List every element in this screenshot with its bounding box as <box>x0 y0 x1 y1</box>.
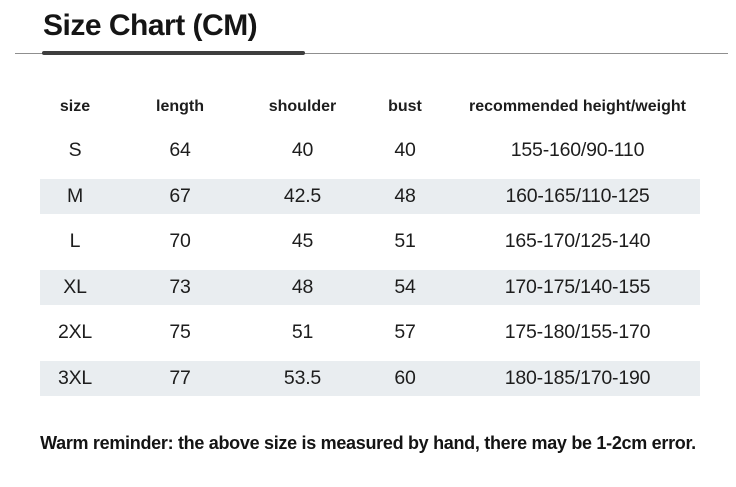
table-cell: 75 <box>169 321 191 344</box>
column-header: bust <box>388 98 422 115</box>
table-cell: 42.5 <box>283 184 322 207</box>
table-cell: 64 <box>169 139 191 162</box>
table-cell: 48 <box>291 275 314 298</box>
table-header-row: size length shoulder bust recommended height… <box>40 86 700 128</box>
table-cell: 40 <box>291 139 314 162</box>
column-header: size <box>59 98 91 115</box>
table-cell: XL <box>63 275 87 298</box>
table-row: 3XL 77 53.5 60 180-185/170-190 <box>40 355 700 401</box>
table-cell: 3XL <box>57 366 93 389</box>
table-cell: 51 <box>394 230 416 253</box>
size-table: size length shoulder bust recommended height… <box>40 86 700 401</box>
table-cell: S <box>68 139 82 162</box>
table-cell: 155-160/90-110 <box>510 139 645 162</box>
table-cell: 77 <box>169 366 191 389</box>
footer-note: Warm reminder: the above size is measure… <box>40 433 696 453</box>
table-cell: 57 <box>394 321 416 344</box>
table-cell: 45 <box>291 230 314 253</box>
column-header: length <box>156 98 204 115</box>
page-title: Size Chart (CM) <box>43 9 258 42</box>
table-row: L 70 45 51 165-170/125-140 <box>40 219 700 265</box>
table-cell: 40 <box>394 139 416 162</box>
table-row: M 67 42.5 48 160-165/110-125 <box>40 173 700 219</box>
size-table-body: S 64 40 40 155-160/90-110 M 67 42.5 48 160-165/11… <box>40 128 700 401</box>
column-header: recommended height/weight <box>469 98 686 115</box>
table-cell: 60 <box>394 366 416 389</box>
table-cell: 2XL <box>57 321 93 344</box>
table-cell: 165-170/125-140 <box>504 230 651 253</box>
table-cell: 70 <box>169 230 191 253</box>
table-cell: L <box>69 230 81 253</box>
table-cell: 180-185/170-190 <box>504 366 651 389</box>
table-cell: 175-180/155-170 <box>504 321 651 344</box>
table-cell: 73 <box>169 275 191 298</box>
table-cell: M <box>66 184 84 207</box>
table-cell: 53.5 <box>283 366 322 389</box>
table-cell: 48 <box>394 184 416 207</box>
table-cell: 160-165/110-125 <box>505 184 650 207</box>
table-cell: 54 <box>394 275 416 298</box>
title-underline-thin <box>15 53 728 54</box>
table-row: XL 73 48 54 170-175/140-155 <box>40 264 700 310</box>
title-underline-thick <box>42 51 305 55</box>
table-row: 2XL 75 51 57 175-180/155-170 <box>40 310 700 356</box>
table-cell: 170-175/140-155 <box>504 275 651 298</box>
table-cell: 51 <box>291 321 314 344</box>
table-cell: 67 <box>169 184 191 207</box>
column-header: shoulder <box>268 98 337 115</box>
table-row: S 64 40 40 155-160/90-110 <box>40 128 700 174</box>
